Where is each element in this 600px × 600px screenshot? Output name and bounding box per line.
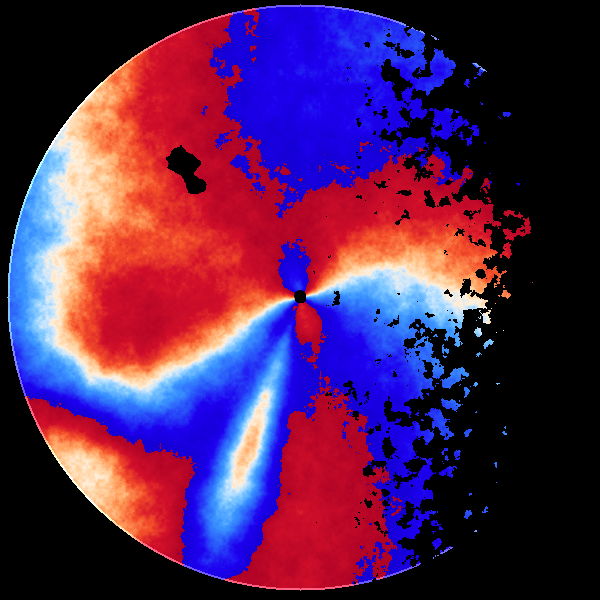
- radar-velocity-heatmap[interactable]: [0, 0, 600, 600]
- radar-display[interactable]: [0, 0, 600, 600]
